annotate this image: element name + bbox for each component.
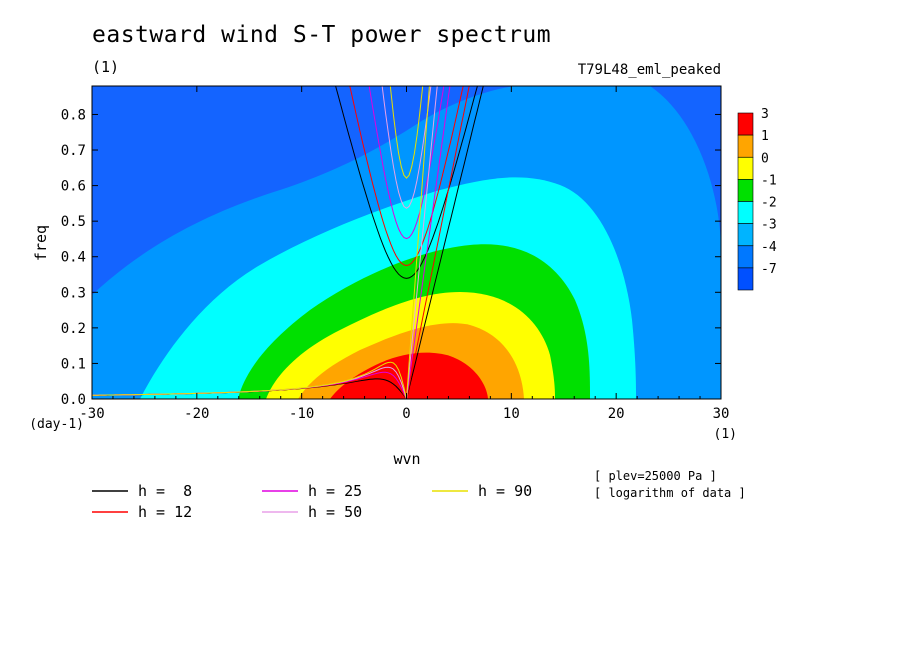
inertia-gravity-curve: [349, 86, 464, 267]
colorbar-label: -7: [761, 262, 777, 277]
colorbar-label: 0: [761, 151, 769, 166]
colorbar-swatch: [737, 134, 754, 158]
legend: h = 8 h = 12 h = 25 h = 50 h = 90: [92, 482, 532, 521]
colorbar-swatch: [737, 112, 754, 136]
rossby-curve: [92, 361, 407, 399]
y-tick-label: 0.3: [61, 285, 86, 301]
x-tick-label: -20: [184, 406, 209, 422]
colorbar-label: -3: [761, 218, 777, 233]
note-plev: [ plev=25000 Pa ]: [594, 469, 717, 483]
inertia-gravity-curve: [368, 86, 445, 240]
contour-fills: [92, 86, 721, 399]
legend-label: h = 8: [138, 482, 192, 500]
colorbar-label: 1: [761, 129, 769, 144]
x-tick-label: 30: [713, 406, 730, 422]
x-tick-label: 0: [402, 406, 410, 422]
colorbar-label: -1: [761, 173, 777, 188]
chart-title: eastward wind S-T power spectrum: [92, 22, 552, 48]
legend-label: h = 25: [308, 482, 362, 500]
colorbar-swatch: [737, 157, 754, 180]
x-tick-label: 20: [608, 406, 625, 422]
kelvin-curve: [406, 86, 484, 399]
y-tick-label: 0.1: [61, 356, 86, 372]
axes: -30 -20 -10 0 10 20 30 0.0 0.1 0.2 0.3 0.4 0.5 0.6 0.7…: [61, 86, 730, 422]
y-unit-label: (day-1): [29, 417, 84, 432]
colorbar-label: -2: [761, 196, 777, 211]
inertia-gravity-curve: [381, 86, 432, 209]
colorbar-swatch: [737, 179, 754, 202]
x-unit-label: (1): [714, 427, 737, 442]
colorbar-swatch: [737, 267, 754, 291]
x-tick-label: 10: [503, 406, 520, 422]
title-unit: (1): [92, 58, 120, 76]
y-tick-label: 0.6: [61, 179, 86, 195]
colorbar-swatch: [737, 201, 754, 224]
colorbar: 3 1 0 -1 -2 -3 -4 -7: [737, 107, 777, 291]
y-tick-label: 0.7: [61, 143, 86, 159]
plot-area: [92, 86, 721, 399]
y-tick-label: 0.8: [61, 107, 86, 123]
colorbar-label: 3: [761, 107, 769, 122]
legend-label: h = 90: [478, 482, 532, 500]
x-tick-label: -30: [79, 406, 104, 422]
inertia-gravity-curve: [335, 86, 478, 279]
x-axis-label: wvn: [393, 450, 420, 468]
x-tick-label: -10: [289, 406, 314, 422]
dispersion-curves: [92, 86, 484, 399]
legend-label: h = 12: [138, 503, 192, 521]
note-log: [ logarithm of data ]: [594, 486, 746, 500]
y-tick-label: 0.2: [61, 321, 86, 337]
colorbar-swatch: [737, 245, 754, 269]
y-tick-label: 0.4: [61, 250, 86, 266]
y-tick-label: 0.5: [61, 214, 86, 230]
kelvin-curve: [406, 86, 470, 399]
run-label: T79L48_eml_peaked: [577, 62, 721, 78]
y-tick-label: 0.0: [61, 392, 86, 408]
colorbar-label: -4: [761, 240, 777, 255]
y-axis-label: freq: [32, 225, 50, 261]
colorbar-swatch: [737, 223, 754, 247]
legend-label: h = 50: [308, 503, 362, 521]
inertia-gravity-curve: [389, 86, 424, 179]
